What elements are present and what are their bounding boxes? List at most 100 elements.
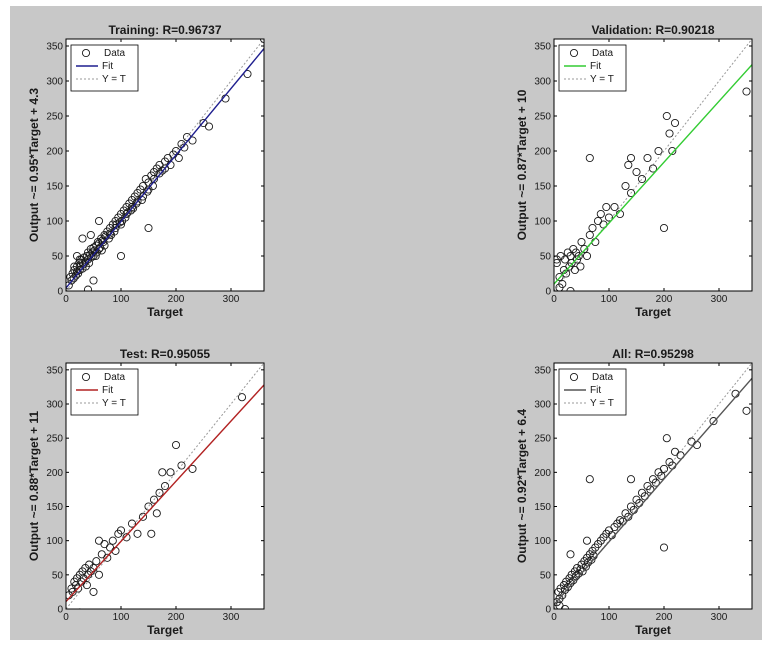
data-point xyxy=(133,529,142,538)
data-point xyxy=(604,213,614,222)
data-point xyxy=(237,393,247,402)
data-point xyxy=(188,464,197,473)
y-tick-label: 0 xyxy=(545,287,551,298)
y-tick-label: 250 xyxy=(46,112,63,123)
x-tick-label: 0 xyxy=(63,612,69,623)
data-point xyxy=(116,251,126,261)
identity-line xyxy=(554,363,752,609)
legend-label: Data xyxy=(592,372,614,383)
data-point xyxy=(555,601,564,609)
data-point xyxy=(742,87,751,96)
data-point xyxy=(115,218,124,227)
data-point xyxy=(582,251,592,261)
regression-plots: 0 100 200 300 0 50 100 150 200 250 300 350 Training:… xyxy=(27,23,753,637)
plot-content xyxy=(554,363,752,609)
y-tick-label: 0 xyxy=(57,605,63,616)
y-axis-label: Output ~= 0.87*Target + 10 xyxy=(515,89,529,240)
y-tick-label: 300 xyxy=(46,77,63,88)
data-point xyxy=(143,187,152,196)
plot-content xyxy=(554,39,752,291)
data-point xyxy=(554,258,561,268)
legend: Data Fit Y = T xyxy=(70,368,139,416)
y-tick-label: 150 xyxy=(534,502,551,513)
y-tick-label: 350 xyxy=(46,42,63,53)
plot-frame xyxy=(553,38,753,292)
data-point xyxy=(158,166,167,175)
y-tick-label: 350 xyxy=(534,42,551,53)
fit-line xyxy=(66,48,264,289)
data-point xyxy=(624,160,633,170)
data-point xyxy=(648,164,658,173)
data-point xyxy=(66,281,73,290)
y-tick-label: 200 xyxy=(46,147,63,158)
data-point xyxy=(82,581,91,590)
legend-label: Data xyxy=(104,48,126,59)
x-axis-label: Target xyxy=(635,305,671,319)
data-point xyxy=(651,478,660,487)
x-axis-label: Target xyxy=(147,305,183,319)
x-tick-label: 0 xyxy=(551,294,557,305)
y-tick-label: 250 xyxy=(534,434,551,445)
plot-panel: 0 100 200 300 0 50 100 150 200 250 300 350 Training:… xyxy=(27,23,265,319)
data-point xyxy=(709,417,718,426)
y-tick-label: 100 xyxy=(534,217,551,228)
data-point xyxy=(243,69,252,79)
y-tick-label: 200 xyxy=(46,468,63,479)
data-point xyxy=(89,587,98,596)
plot-title: Test: R=0.95055 xyxy=(120,347,210,361)
data-point xyxy=(105,229,115,238)
data-point xyxy=(654,146,663,156)
data-point xyxy=(149,495,159,504)
data-point xyxy=(621,181,630,191)
plot-panel: 0 100 200 300 0 50 100 150 200 250 300 350 Test: R=0… xyxy=(27,347,265,637)
data-point xyxy=(74,584,83,593)
data-point xyxy=(555,283,564,291)
data-point xyxy=(94,570,104,579)
data-point xyxy=(92,557,101,566)
data-point xyxy=(626,153,636,163)
y-tick-label: 0 xyxy=(57,287,63,298)
y-tick-label: 200 xyxy=(534,147,551,158)
data-point xyxy=(569,576,578,585)
legend-label: Y = T xyxy=(590,398,614,409)
x-axis-label: Target xyxy=(635,623,671,637)
y-tick-label: 250 xyxy=(46,434,63,445)
y-axis-label: Output ~= 0.92*Target + 6.4 xyxy=(515,409,529,563)
x-tick-label: 300 xyxy=(223,294,240,305)
x-tick-label: 200 xyxy=(168,612,185,623)
data-point xyxy=(78,234,87,243)
data-point xyxy=(177,461,186,470)
y-tick-label: 50 xyxy=(52,252,64,263)
data-point xyxy=(588,223,597,233)
data-point xyxy=(566,550,575,559)
data-point xyxy=(171,440,181,450)
plot-title: All: R=0.95298 xyxy=(612,347,694,361)
plot-panel: 0 100 200 300 0 50 100 150 200 250 300 350 All: R=0.… xyxy=(515,347,753,637)
data-point xyxy=(555,272,564,282)
fit-line xyxy=(554,64,752,285)
data-point xyxy=(133,197,142,206)
legend-label: Y = T xyxy=(102,74,126,85)
data-point xyxy=(204,122,214,131)
data-point xyxy=(582,536,592,545)
data-point xyxy=(662,111,671,121)
y-tick-label: 100 xyxy=(46,536,63,547)
data-point xyxy=(160,481,170,491)
plot-frame xyxy=(65,362,265,610)
data-point xyxy=(563,583,572,592)
data-point xyxy=(632,167,641,177)
legend: Data Fit Y = T xyxy=(70,44,139,92)
plot-title: Training: R=0.96737 xyxy=(108,23,221,37)
y-tick-label: 150 xyxy=(46,182,63,193)
data-point xyxy=(70,262,79,271)
legend-label: Fit xyxy=(590,61,601,72)
fit-line xyxy=(554,377,752,606)
data-point xyxy=(587,555,596,564)
data-point xyxy=(97,246,106,255)
data-point xyxy=(576,262,585,271)
data-point xyxy=(138,512,148,521)
plot-frame xyxy=(553,362,753,610)
data-point xyxy=(602,202,611,212)
data-point xyxy=(158,468,167,477)
data-point xyxy=(138,192,148,201)
